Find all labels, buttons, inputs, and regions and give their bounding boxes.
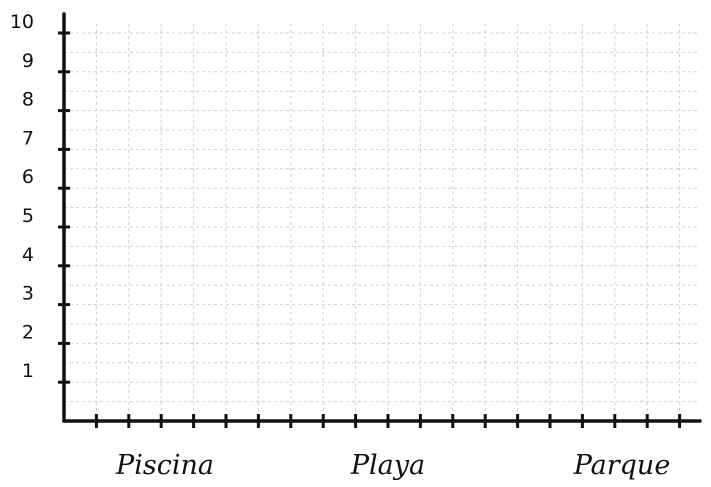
y-tick-label-7: 7: [22, 127, 34, 149]
y-tick-label-5: 5: [22, 205, 34, 227]
axis-ticks: [58, 31, 682, 428]
category-label-parque: Parque: [573, 450, 671, 481]
category-label-piscina: Piscina: [115, 450, 214, 481]
y-tick-label-4: 4: [22, 244, 34, 266]
y-tick-label-8: 8: [22, 89, 34, 111]
grid-lines: [64, 24, 700, 421]
y-tick-label-10: 10: [10, 11, 34, 33]
category-labels: Piscina Playa Parque: [115, 450, 670, 481]
y-tick-label-6: 6: [22, 166, 34, 188]
y-tick-label-2: 2: [22, 321, 34, 343]
y-tick-label-1: 1: [22, 360, 34, 382]
y-tick-label-9: 9: [22, 50, 34, 72]
category-label-playa: Playa: [350, 450, 425, 481]
y-tick-labels: 1 2 3 4 5 6 7 8 9 10: [10, 11, 34, 382]
y-tick-label-3: 3: [22, 283, 34, 305]
